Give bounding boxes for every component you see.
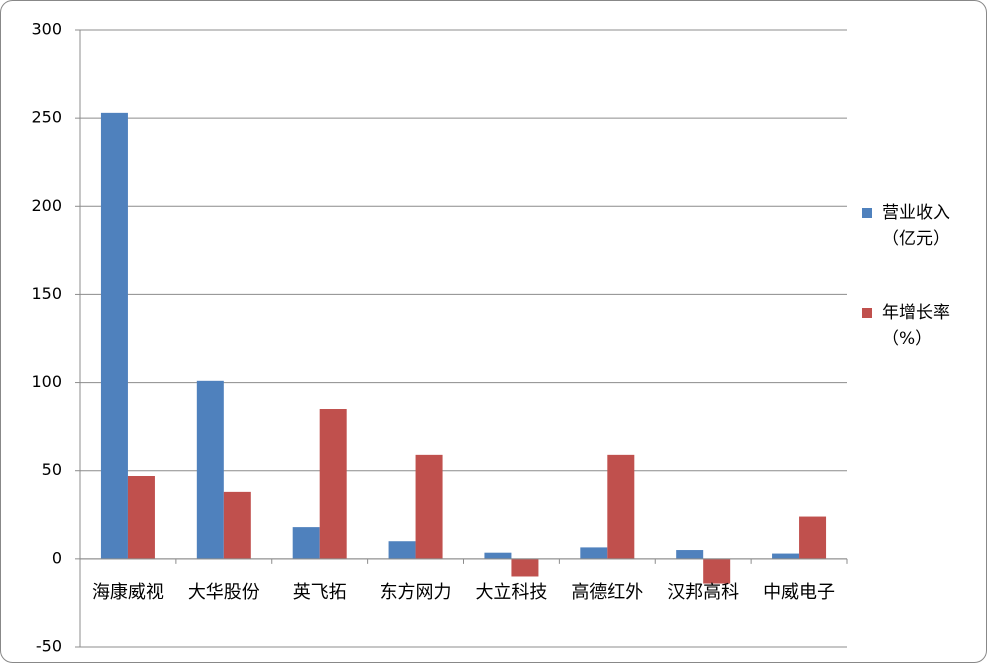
bar <box>607 454 635 559</box>
y-tick-label: 300 <box>31 20 62 39</box>
legend-item: 年增长率（%） <box>862 300 980 352</box>
x-tick-label: 高德红外 <box>571 582 643 603</box>
x-tick-label: 汉邦高科 <box>667 582 739 603</box>
bar <box>484 552 512 559</box>
y-tick-label: -50 <box>36 637 62 656</box>
bar <box>799 516 827 559</box>
bar <box>580 547 608 559</box>
y-tick-label: 150 <box>31 284 62 303</box>
bar <box>772 553 800 559</box>
y-tick-label: 100 <box>31 372 62 391</box>
y-tick-label: 250 <box>31 108 62 127</box>
bar <box>319 409 347 559</box>
legend-label: 年增长率（%） <box>882 303 950 349</box>
x-tick-label: 海康威视 <box>92 582 164 603</box>
y-tick-label: 50 <box>42 460 62 479</box>
bar <box>223 491 251 559</box>
bar <box>415 454 443 559</box>
x-tick-label: 中威电子 <box>763 582 835 603</box>
x-tick-label: 东方网力 <box>380 582 452 603</box>
y-tick-label: 0 <box>52 548 62 567</box>
legend-swatch <box>862 208 872 218</box>
bar <box>127 476 155 559</box>
legend-item: 营业收入（亿元） <box>862 200 980 252</box>
x-tick-label: 大立科技 <box>475 582 547 603</box>
bar <box>100 112 128 559</box>
bar <box>292 527 320 559</box>
bar <box>196 380 224 559</box>
bar <box>703 558 731 584</box>
legend-swatch <box>862 308 872 318</box>
legend-label: 营业收入（亿元） <box>882 203 950 249</box>
x-tick-label: 大华股份 <box>188 582 260 603</box>
y-tick-label: 200 <box>31 196 62 215</box>
bar <box>388 541 416 559</box>
x-tick-label: 英飞拓 <box>293 582 347 603</box>
bar <box>676 550 704 559</box>
bar <box>511 558 539 577</box>
